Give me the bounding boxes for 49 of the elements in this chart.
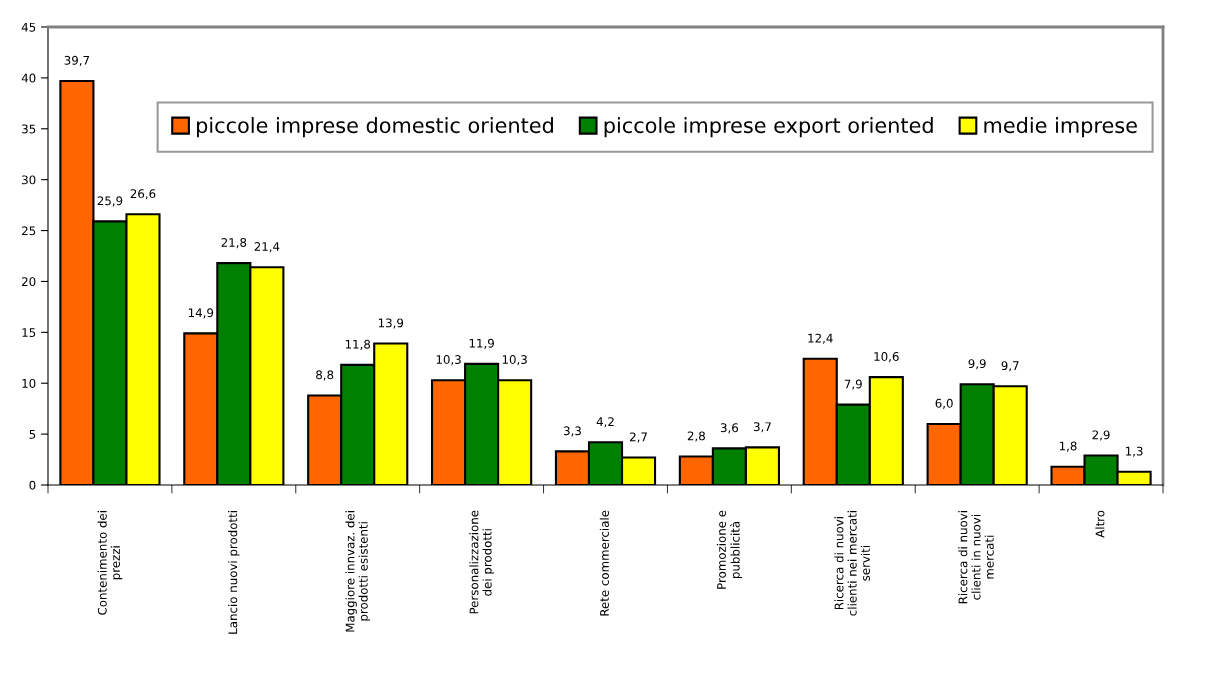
data-label: 21,4: [254, 242, 280, 253]
y-tick-label: 25: [22, 226, 36, 236]
x-tick-label: Altro: [1095, 510, 1105, 538]
data-label: 10,3: [502, 355, 527, 366]
data-label: 25,9: [97, 196, 123, 207]
x-tick-label: Maggiore innvaz. dei prodotti esistenti: [345, 511, 371, 632]
data-label: 11,9: [469, 338, 494, 349]
y-tick-label: 45: [21, 22, 36, 32]
legend-label: piccole imprese export oriented: [604, 117, 933, 138]
data-label: 10,3: [436, 355, 461, 366]
data-label: 6,0: [935, 398, 953, 409]
y-tick-label: 5: [29, 429, 36, 439]
x-tick-label: Ricerca di nuovi clienti in nuovi mercati: [958, 511, 994, 604]
y-tick-label: 20: [22, 277, 36, 287]
x-tick-label: Promozione e pubblicità: [716, 510, 742, 589]
y-tick-label: 30: [22, 175, 36, 185]
data-label: 3,7: [753, 422, 771, 433]
data-label: 26,6: [130, 189, 156, 200]
legend-label: medie imprese: [984, 117, 1137, 138]
data-label: 14,9: [188, 308, 214, 319]
y-tick-label: 35: [22, 124, 36, 134]
x-tick-label: Ricerca di nuovi clienti nei mercati serviti: [834, 511, 870, 616]
data-label: 1,8: [1059, 441, 1077, 452]
data-label: 8,8: [316, 370, 334, 381]
data-label: 39,7: [64, 55, 90, 66]
x-tick-label: Contenimento dei prezzi: [97, 511, 123, 615]
data-label: 12,4: [808, 333, 833, 344]
data-label: 9,7: [1001, 361, 1019, 372]
x-tick-label: Rete commerciale: [599, 510, 609, 616]
data-label: 7,9: [844, 379, 862, 390]
y-tick-label: 10: [22, 378, 36, 388]
y-tick-label: 0: [29, 480, 36, 490]
x-tick-label: Personalizzazione dei prodotti: [469, 510, 494, 614]
data-label: 2,9: [1092, 430, 1110, 441]
data-label: 21,8: [221, 238, 247, 249]
data-label: 1,3: [1126, 446, 1143, 457]
data-label: 2,8: [687, 431, 705, 442]
y-tick-label: 40: [21, 73, 36, 83]
x-tick-label: Lancio nuovi prodotti: [228, 511, 240, 634]
data-label: 3,6: [720, 423, 739, 434]
data-label: 13,9: [378, 318, 404, 329]
data-label: 9,9: [968, 359, 986, 370]
y-tick-label: 15: [22, 328, 36, 337]
data-label: 3,3: [563, 426, 581, 437]
legend-label: piccole imprese domestic oriented: [197, 117, 553, 138]
data-label: 11,8: [345, 339, 371, 350]
data-label: 4,2: [596, 417, 614, 428]
data-label: 2,7: [630, 432, 647, 443]
data-label: 10,6: [874, 352, 899, 363]
